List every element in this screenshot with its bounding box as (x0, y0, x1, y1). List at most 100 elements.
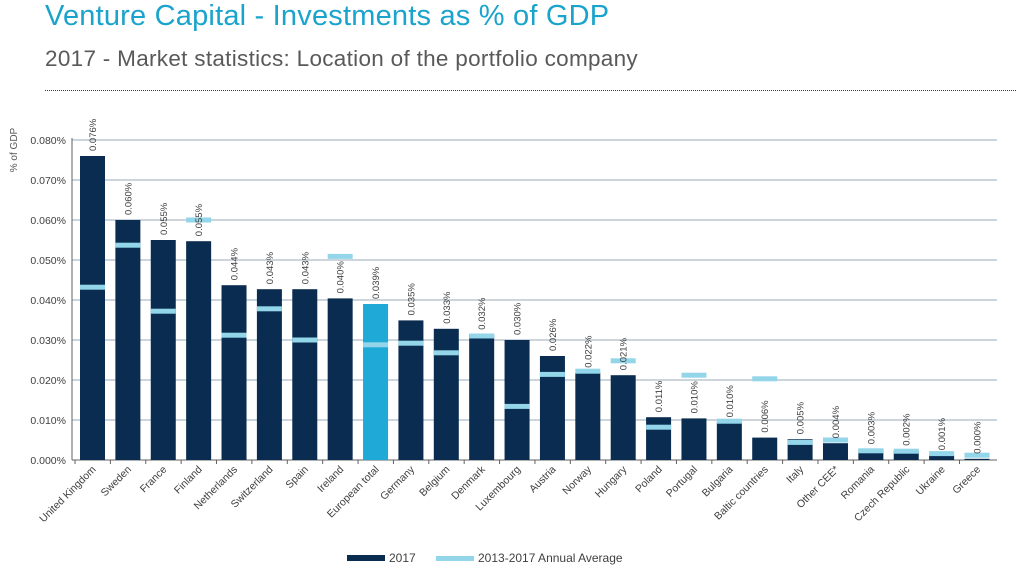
x-tick-label: Germany (378, 463, 418, 503)
average-marker (80, 284, 105, 290)
bar (469, 334, 495, 460)
average-marker (681, 372, 707, 378)
y-tick-label: 0.040% (30, 295, 66, 307)
average-marker (787, 439, 813, 445)
data-label: 0.003% (866, 411, 877, 444)
bar (150, 240, 176, 460)
average-marker (292, 337, 318, 343)
data-label: 0.004% (831, 405, 842, 438)
average-marker (610, 358, 636, 364)
data-label: 0.060% (123, 182, 134, 215)
bar (186, 241, 212, 460)
data-label: 0.001% (937, 417, 948, 450)
bar (929, 455, 955, 460)
average-marker (822, 437, 848, 443)
bar (292, 289, 318, 460)
x-tick-label: Portugal (664, 464, 700, 500)
average-marker (575, 368, 601, 374)
bar (752, 437, 778, 460)
bar (858, 449, 884, 460)
legend-item-2017: 2017 (347, 551, 416, 565)
x-tick-label: Spain (283, 464, 311, 492)
bar (646, 417, 672, 460)
page-subtitle: 2017 - Market statistics: Location of th… (45, 46, 638, 71)
bar (716, 422, 742, 460)
average-marker (256, 306, 282, 312)
data-label: 0.032% (477, 297, 488, 330)
data-label: 0.039% (371, 266, 382, 299)
x-tick-label: United Kingdom (37, 463, 98, 524)
y-tick-label: 0.000% (30, 455, 66, 467)
average-marker (504, 403, 530, 409)
y-tick-label: 0.060% (30, 215, 66, 227)
y-tick-label: 0.080% (30, 135, 66, 147)
legend-item-average: 2013-2017 Annual Average (436, 551, 623, 565)
data-label: 0.006% (760, 400, 771, 433)
bar (893, 450, 919, 460)
average-marker (186, 217, 212, 223)
average-marker (964, 452, 990, 458)
x-tick-label: Ireland (315, 464, 346, 495)
data-label: 0.010% (689, 381, 700, 414)
bar (363, 304, 389, 460)
data-label: 0.033% (442, 291, 453, 324)
y-axis-ticks: 0.000% 0.010% 0.020% 0.030% 0.040% 0.050% 0.06… (30, 135, 66, 467)
data-label: 0.000% (973, 421, 984, 454)
data-label: 0.022% (583, 335, 594, 368)
bar (433, 328, 459, 460)
average-marker (893, 448, 919, 454)
data-label: 0.043% (265, 251, 276, 284)
bar (610, 375, 636, 460)
data-label: 0.044% (230, 247, 241, 280)
legend-swatch-average (436, 555, 474, 561)
average-marker (433, 350, 459, 356)
y-tick-label: 0.010% (30, 415, 66, 427)
data-label: 0.076% (88, 118, 99, 151)
title-divider (45, 90, 1016, 91)
average-marker (752, 376, 778, 382)
data-label: 0.055% (194, 203, 205, 236)
legend-swatch-2017 (347, 555, 385, 561)
x-tick-label: Norway (560, 463, 594, 497)
average-marker (115, 242, 141, 248)
data-label: 0.043% (300, 251, 311, 284)
x-tick-label: Ukraine (914, 464, 948, 498)
legend-label-average: 2013-2017 Annual Average (478, 551, 623, 565)
x-tick-label: France (138, 464, 170, 496)
page-title: Venture Capital - Investments as % of GD… (45, 0, 610, 32)
bar (327, 298, 353, 460)
x-tick-label: Finland (172, 464, 205, 497)
x-tick-label: Austria (527, 464, 559, 496)
x-tick-label: Bulgaria (700, 464, 736, 500)
bar (256, 289, 282, 460)
legend-label-2017: 2017 (389, 551, 416, 565)
bar (822, 443, 848, 460)
average-marker (221, 332, 247, 338)
data-label: 0.040% (336, 261, 347, 294)
data-label: 0.055% (159, 202, 170, 235)
data-label: 0.002% (902, 413, 913, 446)
data-label: 0.010% (725, 385, 736, 418)
average-marker (858, 448, 884, 454)
average-marker (398, 340, 424, 346)
data-label: 0.035% (406, 283, 417, 316)
bar (80, 156, 105, 460)
bar (964, 458, 990, 460)
average-marker (646, 424, 672, 430)
data-labels: 0.076% 0.060% 0.055% 0.055% 0.044% 0.043% 0.04… (88, 118, 984, 454)
average-marker (150, 308, 176, 314)
average-marker (539, 371, 565, 377)
bar (221, 285, 247, 460)
bar (539, 356, 565, 460)
bars-2017 (80, 156, 990, 460)
x-tick-label: Italy (784, 463, 807, 486)
data-label: 0.021% (619, 337, 630, 370)
data-label: 0.005% (796, 401, 807, 434)
bar (575, 372, 601, 460)
average-marker (363, 342, 389, 348)
x-tick-label: Hungary (593, 463, 630, 500)
average-marker (469, 333, 495, 339)
x-tick-label: Greece (950, 464, 983, 497)
y-tick-label: 0.050% (30, 255, 66, 267)
